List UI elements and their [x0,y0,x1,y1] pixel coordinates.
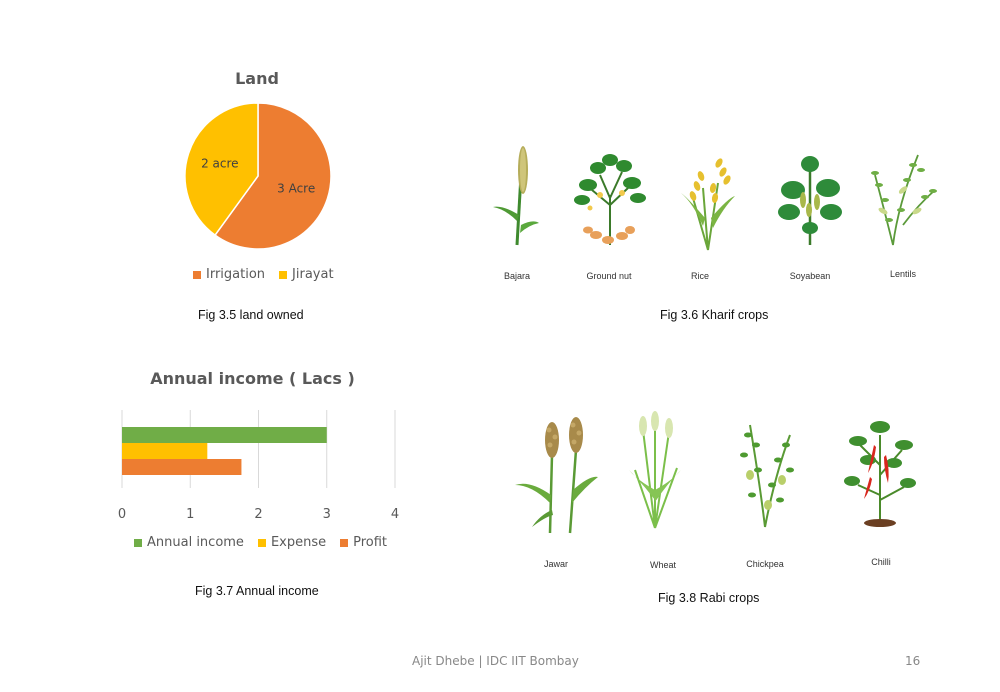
chickpea-illustration [740,424,794,528]
crop-label-chickpea: Chickpea [746,559,784,569]
x-tick-label: 2 [254,507,262,522]
bar-expense [122,443,208,459]
legend-item-irrigation: Irrigation [193,267,265,282]
x-tick-label: 1 [186,507,194,522]
legend-item-profit: Profit [340,535,387,550]
lentils-illustration [871,154,937,246]
bajara-illustration [493,146,539,246]
legend-label-profit: Profit [353,535,388,550]
legend-swatch-irrigation [193,270,201,279]
legend-swatch-jirayat [279,270,288,279]
legend-swatch-annual-income [134,538,142,547]
pie-data-label-irrigation: 3 Acre [277,181,315,195]
fig-3-8-caption: Fig 3.8 Rabi crops [658,591,760,605]
legend-item-jirayat: Jirayat [279,267,334,282]
legend-label-jirayat: Jirayat [292,267,334,282]
x-tick-label: 4 [391,507,399,522]
rice-illustration [681,158,735,251]
legend-swatch-profit [340,538,349,547]
pie-data-label-jirayat: 2 acre [201,157,238,171]
legend-swatch-expense [257,538,266,547]
legend-label-irrigation: Irrigation [206,267,266,282]
crop-label-bajara: Bajara [503,271,530,281]
fig-3-5-caption: Fig 3.5 land owned [198,308,304,322]
crop-label-jawar: Jawar [543,559,568,569]
income-chart-title: Annual income ( Lacs ) [150,369,355,388]
fig-3-6-caption: Fig 3.6 Kharif crops [660,308,769,322]
crop-label-soyabean: Soyabean [789,271,831,281]
jawar-illustration [515,417,598,534]
crop-label-wheat: Wheat [649,560,676,570]
legend-label-annual-income: Annual income [147,535,244,550]
page-number: 16 [905,654,921,668]
bar-annual-income [122,427,327,443]
wheat-illustration [629,411,681,529]
land-pie-chart: 3 Acre 2 acre [184,102,332,250]
legend-item-annual-income: Annual income [134,535,244,550]
bar-profit [122,459,242,475]
groundnut-illustration [574,154,646,245]
fig-3-7-caption: Fig 3.7 Annual income [195,584,319,598]
soyabean-illustration [778,156,842,245]
land-chart-title: Land [235,69,279,88]
pie-slice-irrigation [214,102,332,250]
crop-label-lentils: Lentils [889,269,916,279]
kharif-crops-figure: Bajara Ground nut Rice Soyabean Lentils [475,140,955,290]
income-legend: Annual income Expense Profit [134,535,387,550]
footer-credit: Ajit Dhebe | IDC IIT Bombay [412,654,579,668]
rabi-crops-figure: Jawar Wheat Chickpea Chilli [500,410,940,575]
land-legend: Irrigation Jirayat [193,267,334,282]
crop-label-rice: Rice [690,271,709,281]
legend-item-expense: Expense [257,535,327,550]
x-tick-label: 0 [118,507,126,522]
pie-slice-jirayat [184,102,259,237]
crop-label-chilli: Chilli [871,557,891,567]
x-tick-label: 3 [323,507,331,522]
income-bar-chart: 0 1 2 3 4 [118,410,399,522]
legend-label-expense: Expense [270,535,327,550]
chilli-illustration [844,421,916,527]
crop-label-groundnut: Ground nut [586,271,632,281]
